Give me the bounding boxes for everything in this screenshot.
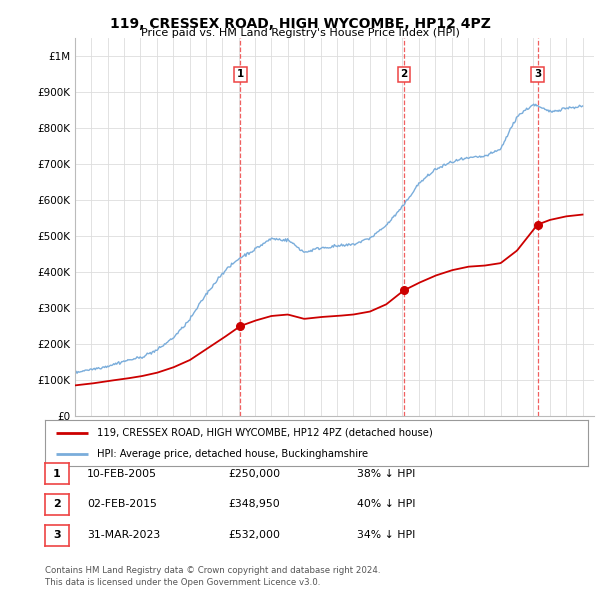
- Text: 3: 3: [534, 69, 541, 79]
- Text: HPI: Average price, detached house, Buckinghamshire: HPI: Average price, detached house, Buck…: [97, 448, 368, 458]
- Text: £532,000: £532,000: [228, 530, 280, 540]
- Text: 119, CRESSEX ROAD, HIGH WYCOMBE, HP12 4PZ (detached house): 119, CRESSEX ROAD, HIGH WYCOMBE, HP12 4P…: [97, 428, 433, 438]
- Text: Price paid vs. HM Land Registry's House Price Index (HPI): Price paid vs. HM Land Registry's House …: [140, 28, 460, 38]
- Text: 31-MAR-2023: 31-MAR-2023: [87, 530, 160, 540]
- Text: 38% ↓ HPI: 38% ↓ HPI: [357, 469, 415, 478]
- Text: £250,000: £250,000: [228, 469, 280, 478]
- Text: 02-FEB-2015: 02-FEB-2015: [87, 500, 157, 509]
- Text: £348,950: £348,950: [228, 500, 280, 509]
- Text: 2: 2: [400, 69, 407, 79]
- Text: 119, CRESSEX ROAD, HIGH WYCOMBE, HP12 4PZ: 119, CRESSEX ROAD, HIGH WYCOMBE, HP12 4P…: [110, 17, 490, 31]
- Text: 34% ↓ HPI: 34% ↓ HPI: [357, 530, 415, 540]
- Text: 10-FEB-2005: 10-FEB-2005: [87, 469, 157, 478]
- Text: 1: 1: [53, 469, 61, 478]
- Text: 1: 1: [237, 69, 244, 79]
- Text: 40% ↓ HPI: 40% ↓ HPI: [357, 500, 415, 509]
- Text: 2: 2: [53, 500, 61, 509]
- Text: 3: 3: [53, 530, 61, 540]
- Text: Contains HM Land Registry data © Crown copyright and database right 2024.
This d: Contains HM Land Registry data © Crown c…: [45, 566, 380, 587]
